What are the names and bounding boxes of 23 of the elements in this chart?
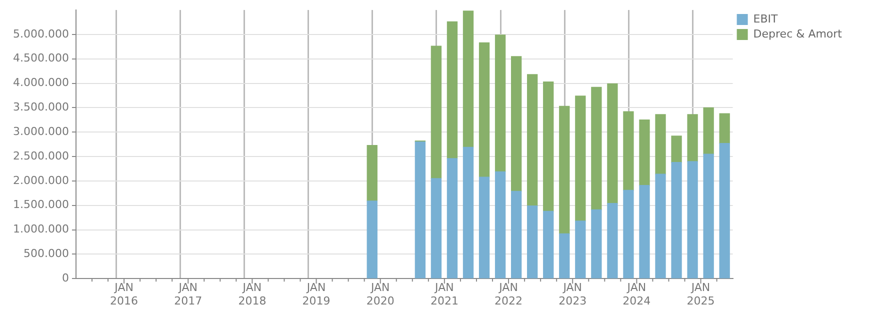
- y-tick-label: 4.000.000: [13, 76, 69, 90]
- x-tick-label: JAN 2016: [110, 281, 138, 308]
- x-tick-label: JAN 2023: [558, 281, 587, 308]
- y-tick-label: 5.000.000: [13, 27, 69, 40]
- x-tick-label: JAN 2022: [494, 281, 523, 308]
- x-tick-label: JAN 2024: [622, 281, 651, 308]
- x-tick-label: JAN 2021: [430, 281, 458, 308]
- legend-label: Deprec & Amort: [753, 27, 843, 40]
- y-tick-label: 4.500.000: [13, 52, 69, 65]
- x-tick-label: JAN 2019: [302, 281, 330, 308]
- y-tick-label: 1.000.000: [13, 222, 69, 236]
- x-tick-label: JAN 2020: [366, 281, 394, 308]
- y-tick-label: 500.000: [23, 247, 69, 260]
- x-tick-label: JAN 2018: [238, 281, 266, 308]
- y-tick-label: 3.500.000: [13, 100, 69, 114]
- y-tick-label: 2.500.000: [13, 149, 69, 162]
- y-tick-label: 2.000.000: [13, 174, 69, 187]
- legend-label: EBIT: [753, 12, 778, 26]
- y-tick-label: 0: [62, 271, 69, 284]
- y-tick-label: 1.500.000: [13, 198, 69, 212]
- y-tick-label: 3.000.000: [13, 124, 69, 138]
- x-tick-label: JAN 2025: [686, 281, 715, 308]
- x-tick-label: JAN 2017: [174, 281, 202, 308]
